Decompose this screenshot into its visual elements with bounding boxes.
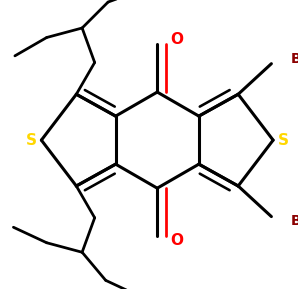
Text: O: O — [170, 32, 183, 47]
Text: Br: Br — [291, 52, 298, 66]
Text: O: O — [170, 233, 183, 248]
Text: S: S — [25, 133, 36, 148]
Text: S: S — [278, 133, 289, 148]
Text: Br: Br — [291, 214, 298, 228]
